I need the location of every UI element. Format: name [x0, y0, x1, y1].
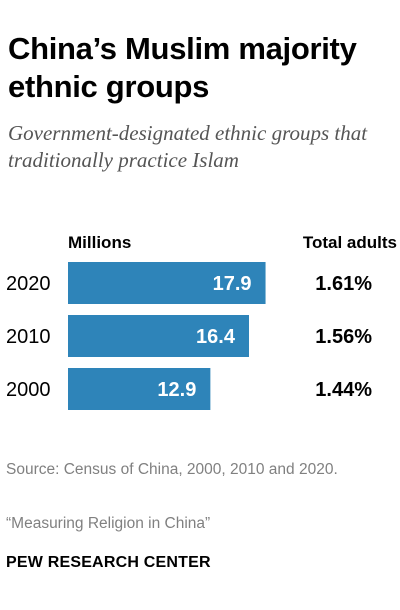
column-header-millions: Millions	[68, 233, 131, 252]
source-note: Source: Census of China, 2000, 2010 and …	[6, 461, 338, 478]
category-label-2000: 2000	[6, 379, 51, 401]
chart-title: China’s Muslim majority ethnic groups	[8, 31, 357, 104]
total-adults-value-2010: 1.56%	[315, 326, 372, 348]
bar-chart: Millions Total adults 2020 17.9 1.61% 2010 1…	[6, 233, 397, 410]
report-title-note: “Measuring Religion in China”	[6, 515, 211, 532]
category-label-2020: 2020	[6, 273, 51, 295]
chart-subtitle: Government-designated ethnic groups that…	[8, 121, 368, 172]
data-label-2010: 16.4	[196, 326, 236, 348]
category-label-2010: 2010	[6, 326, 51, 348]
bar-2000	[68, 368, 211, 410]
bar-2010	[68, 315, 249, 357]
data-label-2020: 17.9	[213, 273, 252, 295]
bar-2020	[68, 262, 266, 304]
total-adults-value-2000: 1.44%	[315, 379, 372, 401]
data-label-2000: 12.9	[157, 379, 196, 401]
brand-logo-text: PEW RESEARCH CENTER	[6, 554, 211, 571]
column-header-total-adults: Total adults	[303, 233, 397, 252]
bars-group: 2020 17.9 1.61% 2010 16.4 1.56% 2000 12.9 1.44%	[6, 262, 372, 410]
total-adults-value-2020: 1.61%	[315, 273, 372, 295]
